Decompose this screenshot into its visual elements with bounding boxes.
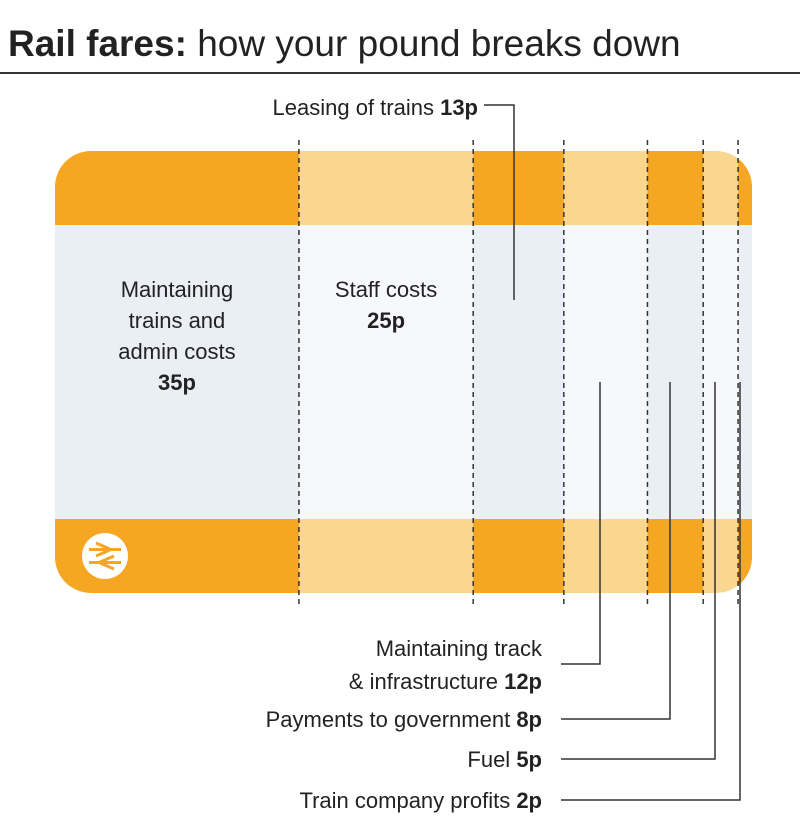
leader-lines — [484, 104, 741, 801]
bar-fuel-bottom-band — [703, 519, 739, 593]
leader-maintaining-track-and-infrastructure — [561, 382, 601, 665]
national-rail-logo-icon — [82, 533, 128, 579]
label-staff-costs-line-1: Staff costs — [335, 277, 437, 302]
bar-maintaining-track-and-infrastructure-body — [563, 225, 648, 519]
label-leasing-of-trains: Leasing of trains 13p — [273, 95, 478, 120]
chart-title-rest: how your pound breaks down — [197, 23, 681, 64]
bar-payments-to-government-bottom-band — [647, 519, 704, 593]
label-maintaining-trains-and-admin-costs-value: 35p — [158, 370, 196, 395]
leader-train-company-profits — [561, 382, 741, 801]
label-fuel-line-1: Fuel 5p — [467, 747, 542, 772]
logo-circle — [82, 533, 128, 579]
label-maintaining-trains-and-admin-costs-line-3: admin costs — [118, 339, 235, 364]
leader-fuel — [561, 382, 716, 760]
ticket-body — [55, 151, 752, 593]
logo-arrow-left — [95, 554, 115, 571]
bar-staff-costs-top-band — [298, 151, 474, 225]
label-maintaining-track-and-infrastructure-line-2: & infrastructure 12p — [349, 669, 542, 694]
bar-leasing-of-trains-bottom-band — [473, 519, 565, 593]
bar-train-company-profits-body — [738, 225, 752, 519]
bar-payments-to-government-top-band — [647, 151, 704, 225]
bar-leasing-of-trains-body — [473, 225, 565, 519]
chart-title-bold: Rail fares: — [8, 23, 187, 64]
chart-header: Rail fares: how your pound breaks down — [0, 0, 800, 74]
bar-maintaining-track-and-infrastructure-top-band — [563, 151, 648, 225]
bar-staff-costs-body — [298, 225, 474, 519]
label-staff-costs-value: 25p — [367, 308, 405, 333]
leader-leasing-of-trains — [484, 104, 515, 300]
bar-fuel-body — [703, 225, 739, 519]
bar-maintaining-trains-and-admin-costs-top-band — [55, 151, 300, 225]
bar-maintaining-trains-and-admin-costs-body — [55, 225, 300, 519]
bar-fuel-top-band — [703, 151, 739, 225]
chart-title: Rail fares: how your pound breaks down — [8, 22, 681, 66]
segment-dividers — [298, 140, 739, 608]
bar-staff-costs-bottom-band — [298, 519, 474, 593]
label-maintaining-track-and-infrastructure-line-1: Maintaining track — [376, 636, 543, 661]
logo-arrow-right — [95, 541, 115, 558]
bar-train-company-profits-top-band — [738, 151, 752, 225]
label-maintaining-trains-and-admin-costs-line-2: trains and — [129, 308, 226, 333]
label-payments-to-government-line-1: Payments to government 8p — [266, 707, 542, 732]
leader-payments-to-government — [561, 382, 671, 720]
segment-labels: Maintaining trains and admin costs 35p Staff… — [118, 95, 543, 813]
label-maintaining-trains-and-admin-costs-line-1: Maintaining — [121, 277, 234, 302]
bar-payments-to-government-body — [647, 225, 704, 519]
label-train-company-profits-line-1: Train company profits 2p — [299, 788, 542, 813]
bar-leasing-of-trains-top-band — [473, 151, 565, 225]
bar-maintaining-track-and-infrastructure-bottom-band — [563, 519, 648, 593]
title-rule — [0, 72, 800, 74]
